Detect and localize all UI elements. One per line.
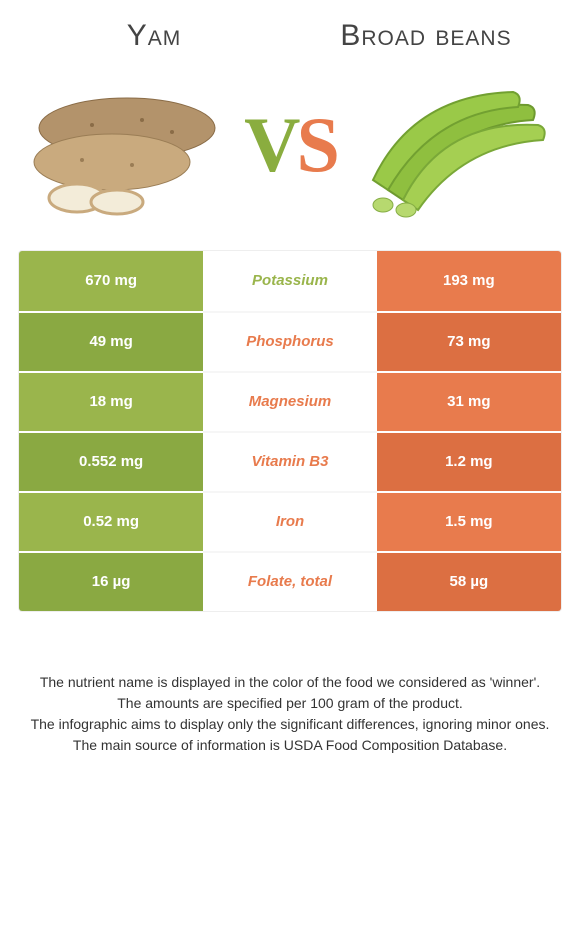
broad-beans-image <box>348 70 558 220</box>
table-row: 18 mgMagnesium31 mg <box>19 371 561 431</box>
vs-label: VS <box>244 100 336 190</box>
left-food-title: Yam <box>32 20 277 52</box>
footnote-line: The nutrient name is displayed in the co… <box>24 672 556 693</box>
footnote-line: The main source of information is USDA F… <box>24 735 556 756</box>
nutrient-label: Folate, total <box>203 551 376 611</box>
header-titles: Yam Broad beans <box>18 20 562 52</box>
nutrient-table: 670 mgPotassium193 mg49 mgPhosphorus73 m… <box>18 250 562 612</box>
yam-image <box>22 70 232 220</box>
nutrient-label: Magnesium <box>203 371 376 431</box>
right-value: 1.5 mg <box>377 491 561 551</box>
nutrient-label: Potassium <box>203 251 376 311</box>
nutrient-label: Phosphorus <box>203 311 376 371</box>
nutrient-label: Iron <box>203 491 376 551</box>
nutrient-label: Vitamin B3 <box>203 431 376 491</box>
vs-v: V <box>244 101 296 188</box>
table-row: 0.552 mgVitamin B31.2 mg <box>19 431 561 491</box>
left-value: 0.552 mg <box>19 431 203 491</box>
left-value: 16 µg <box>19 551 203 611</box>
right-value: 73 mg <box>377 311 561 371</box>
table-row: 16 µgFolate, total58 µg <box>19 551 561 611</box>
right-value: 1.2 mg <box>377 431 561 491</box>
table-row: 49 mgPhosphorus73 mg <box>19 311 561 371</box>
left-value: 0.52 mg <box>19 491 203 551</box>
right-value: 31 mg <box>377 371 561 431</box>
infographic-container: Yam Broad beans VS <box>0 0 580 766</box>
right-food-title: Broad beans <box>304 20 549 52</box>
right-value: 58 µg <box>377 551 561 611</box>
table-row: 0.52 mgIron1.5 mg <box>19 491 561 551</box>
footnote-line: The amounts are specified per 100 gram o… <box>24 693 556 714</box>
left-value: 49 mg <box>19 311 203 371</box>
right-value: 193 mg <box>377 251 561 311</box>
left-value: 18 mg <box>19 371 203 431</box>
footnotes: The nutrient name is displayed in the co… <box>18 672 562 756</box>
vs-s: S <box>296 101 335 188</box>
footnote-line: The infographic aims to display only the… <box>24 714 556 735</box>
table-row: 670 mgPotassium193 mg <box>19 251 561 311</box>
left-value: 670 mg <box>19 251 203 311</box>
hero-row: VS <box>18 70 562 220</box>
